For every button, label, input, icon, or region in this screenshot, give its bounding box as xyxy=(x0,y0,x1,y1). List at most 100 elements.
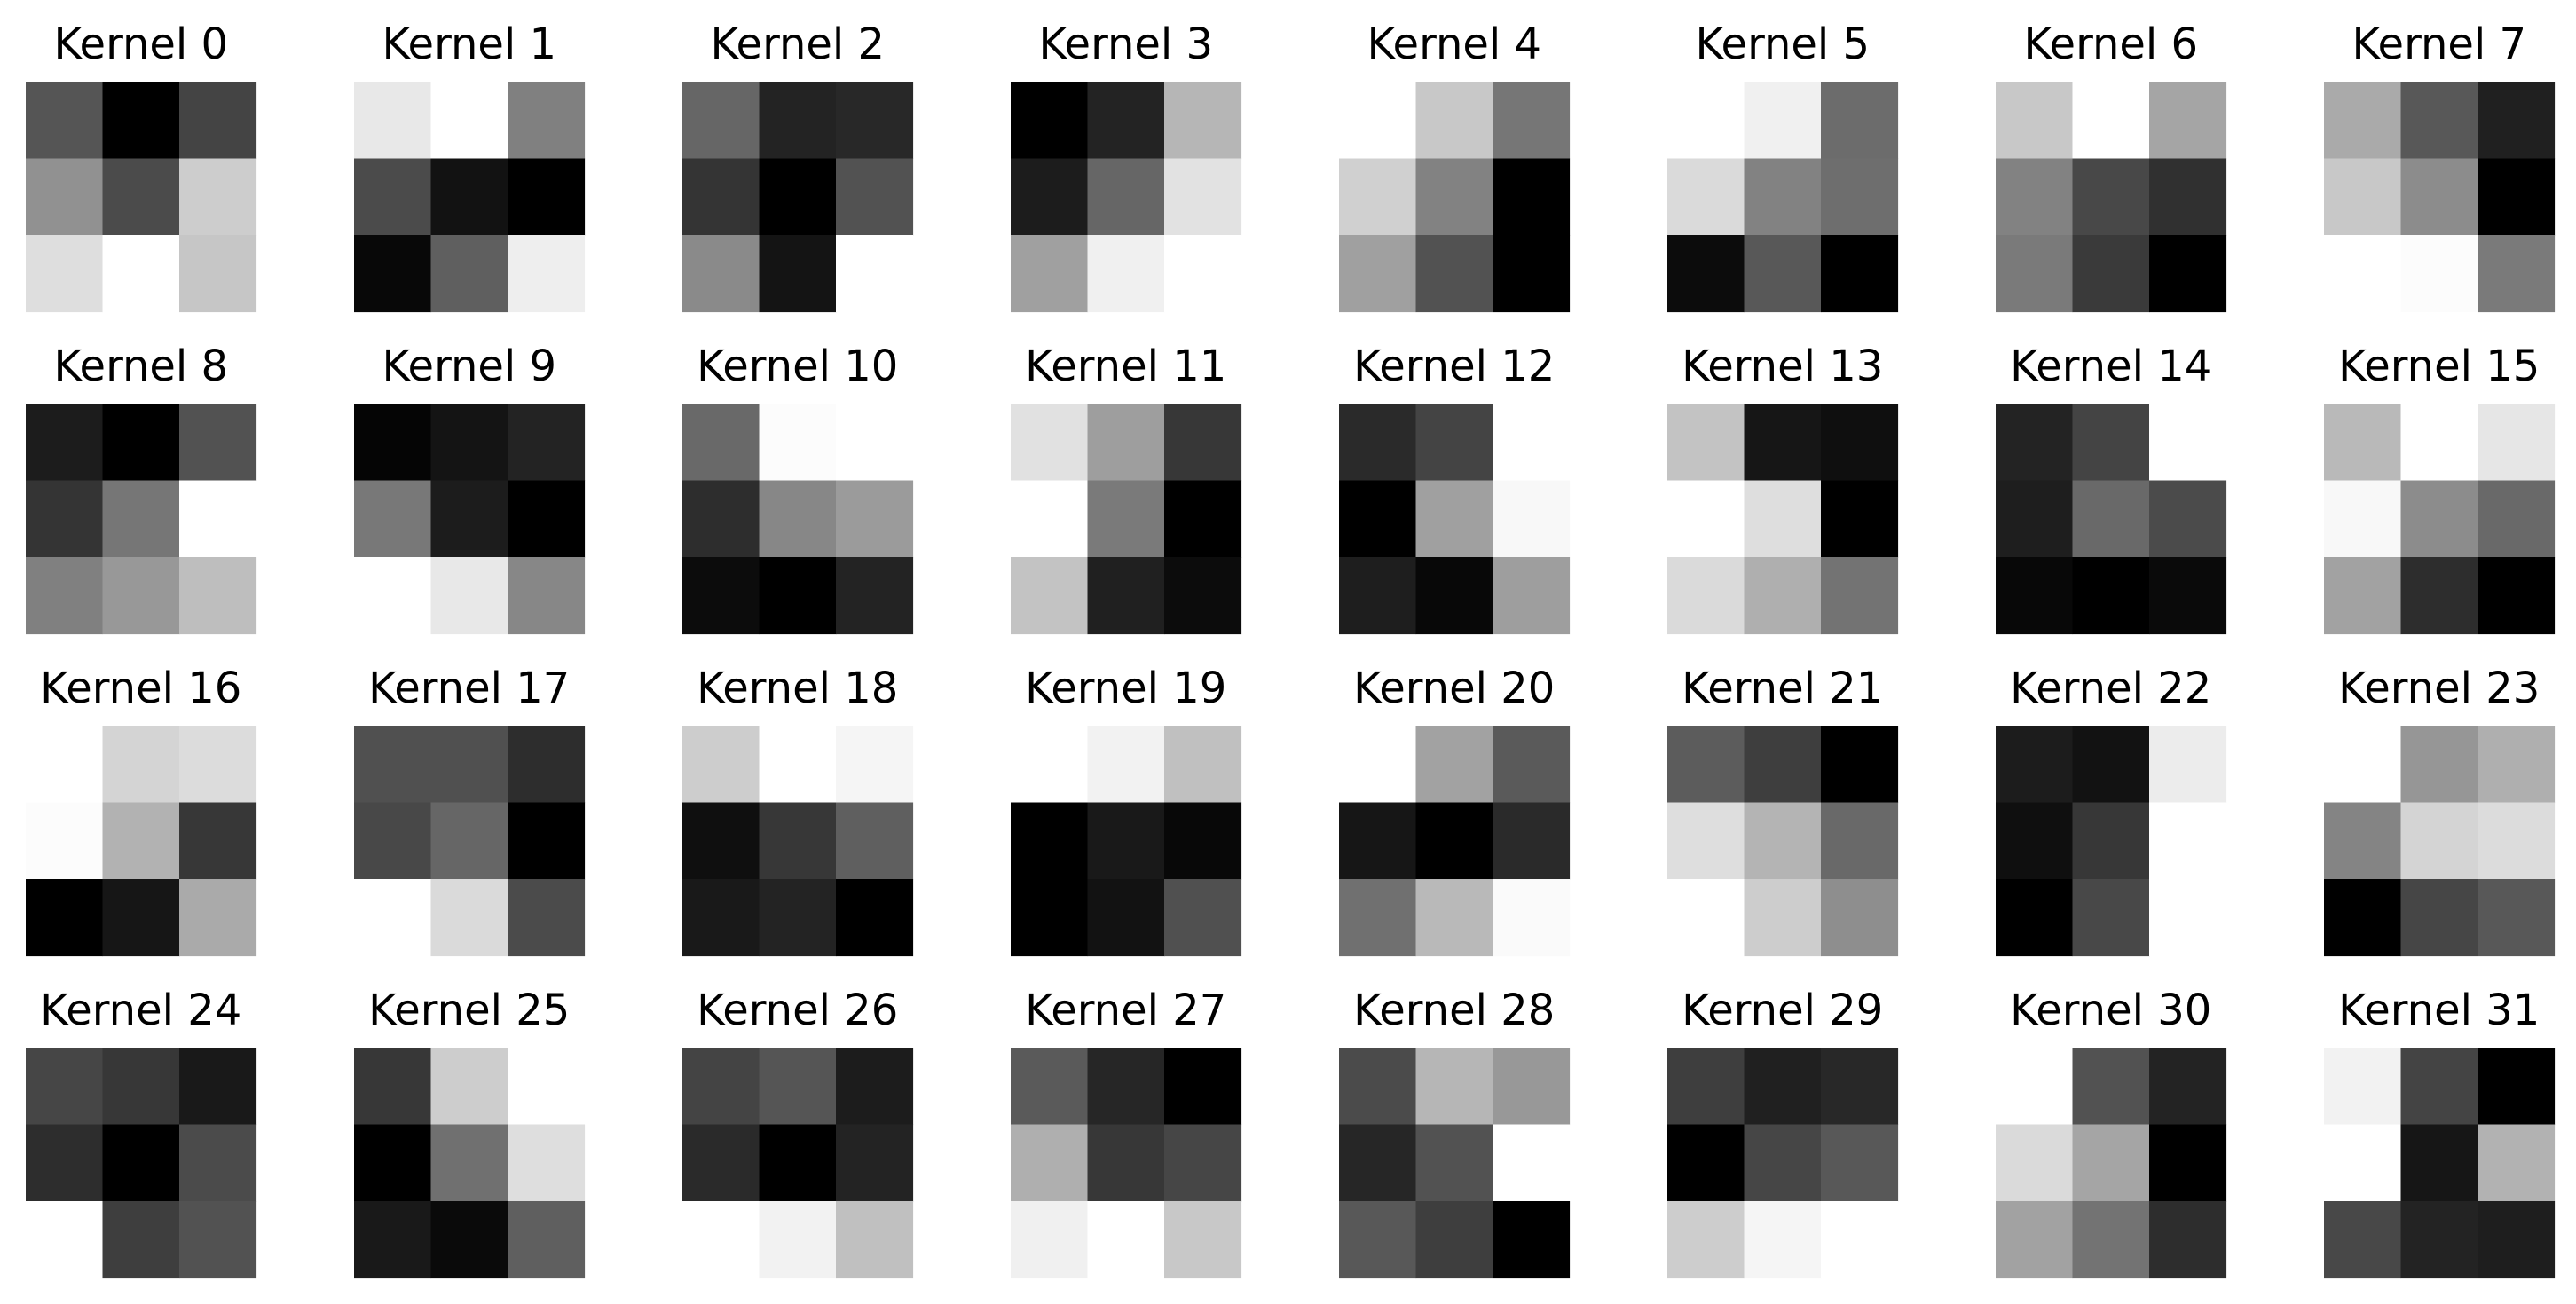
kernel-cell xyxy=(179,802,257,880)
kernel-cell xyxy=(1415,1124,1493,1202)
kernel-cell xyxy=(2478,404,2556,482)
kernel-cell xyxy=(354,1048,432,1126)
kernel-cell xyxy=(1339,404,1417,482)
kernel-cell xyxy=(1821,1124,1899,1202)
kernel-cell xyxy=(1087,879,1165,957)
kernel-cell xyxy=(759,1201,837,1279)
kernel-29: Kernel 29 xyxy=(1667,986,1899,1279)
kernel-cell xyxy=(102,480,180,558)
kernel-title: Kernel 22 xyxy=(2010,664,2211,713)
kernel-cell xyxy=(1667,235,1745,313)
kernel-cell xyxy=(26,879,104,957)
kernel-cell xyxy=(2149,557,2227,635)
kernel-title: Kernel 10 xyxy=(697,342,898,391)
kernel-cell xyxy=(1667,480,1745,558)
kernel-cell xyxy=(836,879,914,957)
kernel-cell xyxy=(430,158,508,236)
kernel-2: Kernel 2 xyxy=(682,20,914,313)
kernel-14: Kernel 14 xyxy=(1996,342,2227,635)
kernel-cell xyxy=(2324,480,2402,558)
kernel-cell xyxy=(2149,404,2227,482)
kernel-cell xyxy=(1164,1048,1242,1126)
kernel-cell xyxy=(1164,235,1242,313)
kernel-cell xyxy=(1415,158,1493,236)
kernel-cell xyxy=(1087,82,1165,160)
kernel-28: Kernel 28 xyxy=(1339,986,1571,1279)
kernel-cell xyxy=(682,802,760,880)
kernel-cell xyxy=(1821,879,1899,957)
kernel-cell xyxy=(836,802,914,880)
kernel-cell xyxy=(430,480,508,558)
kernel-cell xyxy=(2400,557,2478,635)
kernel-cell xyxy=(179,557,257,635)
kernel-cell xyxy=(1821,404,1899,482)
kernel-cell xyxy=(1821,1048,1899,1126)
kernel-cell xyxy=(1011,726,1089,804)
kernel-cell xyxy=(1011,158,1089,236)
kernel-cell xyxy=(1164,557,1242,635)
kernel-cell xyxy=(354,557,432,635)
kernel-cell xyxy=(1821,82,1899,160)
kernel-title: Kernel 29 xyxy=(1682,986,1883,1035)
kernel-cell xyxy=(2072,557,2150,635)
kernel-9: Kernel 9 xyxy=(354,342,586,635)
kernel-cell xyxy=(1667,158,1745,236)
kernel-cell xyxy=(759,879,837,957)
kernel-cell xyxy=(2149,1048,2227,1126)
kernel-cell xyxy=(2149,158,2227,236)
kernel-cell xyxy=(1821,1201,1899,1279)
kernel-cell xyxy=(1996,404,2074,482)
kernel-cell xyxy=(2149,1201,2227,1279)
kernel-cell xyxy=(2478,480,2556,558)
kernel-cell xyxy=(1493,480,1571,558)
kernel-cell xyxy=(2400,1124,2478,1202)
kernel-cell xyxy=(1011,1048,1089,1126)
kernel-cell xyxy=(1996,879,2074,957)
kernel-cell xyxy=(2072,404,2150,482)
kernel-cell xyxy=(1415,404,1493,482)
kernel-6: Kernel 6 xyxy=(1996,20,2227,313)
kernel-cell xyxy=(508,802,586,880)
kernel-cell xyxy=(2149,879,2227,957)
kernel-cell xyxy=(179,1124,257,1202)
kernel-cell xyxy=(1493,802,1571,880)
kernel-cell xyxy=(508,726,586,804)
kernel-cell xyxy=(1996,1048,2074,1126)
kernel-cell xyxy=(2400,404,2478,482)
kernel-cell xyxy=(2400,158,2478,236)
kernel-cell xyxy=(2149,82,2227,160)
kernel-cell xyxy=(26,726,104,804)
kernel-cell xyxy=(759,557,837,635)
kernel-cell xyxy=(1493,1124,1571,1202)
kernel-cell xyxy=(1744,879,1822,957)
kernel-cell xyxy=(354,82,432,160)
kernel-cell xyxy=(430,1201,508,1279)
kernel-cell xyxy=(179,726,257,804)
kernel-cell xyxy=(836,1048,914,1126)
kernel-cell xyxy=(1667,1124,1745,1202)
kernel-cell xyxy=(1339,235,1417,313)
kernel-cell xyxy=(1164,1201,1242,1279)
kernel-title: Kernel 27 xyxy=(1025,986,1226,1035)
kernel-16: Kernel 16 xyxy=(26,664,257,957)
kernel-13: Kernel 13 xyxy=(1667,342,1899,635)
kernel-cell xyxy=(759,802,837,880)
kernel-cell xyxy=(102,404,180,482)
kernel-cell xyxy=(430,82,508,160)
kernel-cell xyxy=(1821,802,1899,880)
kernel-cell xyxy=(26,158,104,236)
kernel-cell xyxy=(2478,879,2556,957)
kernel-cell xyxy=(430,235,508,313)
kernel-cell xyxy=(102,879,180,957)
kernel-cell xyxy=(1087,557,1165,635)
kernel-cell xyxy=(1667,879,1745,957)
kernel-cell xyxy=(2072,235,2150,313)
kernel-cell xyxy=(2478,802,2556,880)
kernel-cell xyxy=(2149,1124,2227,1202)
kernel-cell xyxy=(179,404,257,482)
kernel-cell xyxy=(354,802,432,880)
kernel-cell xyxy=(2072,1201,2150,1279)
kernel-cell xyxy=(1339,879,1417,957)
kernel-cell xyxy=(1996,557,2074,635)
kernel-cell xyxy=(1493,235,1571,313)
